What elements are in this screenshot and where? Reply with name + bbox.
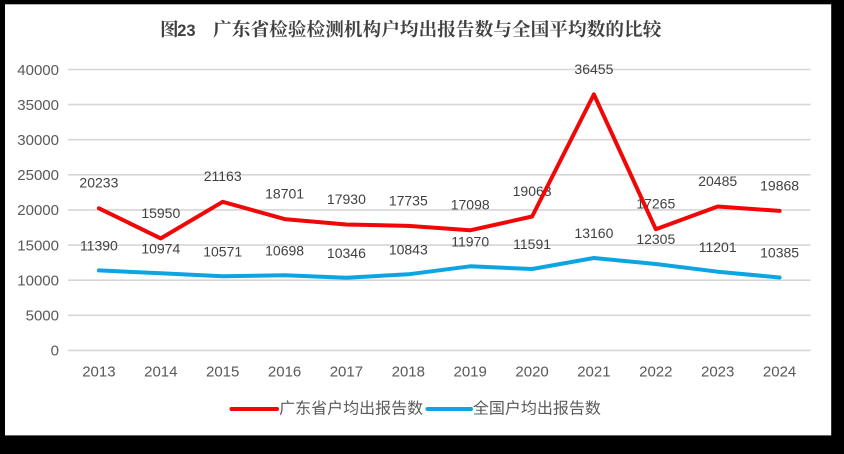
svg-text:2020: 2020 xyxy=(515,363,548,380)
svg-text:10974: 10974 xyxy=(141,241,180,257)
svg-text:11201: 11201 xyxy=(699,239,737,255)
svg-text:13160: 13160 xyxy=(574,225,613,241)
svg-text:10346: 10346 xyxy=(327,245,366,261)
svg-text:36455: 36455 xyxy=(574,61,613,77)
svg-text:23: 23 xyxy=(177,22,195,40)
svg-text:40000: 40000 xyxy=(17,62,59,79)
svg-text:18701: 18701 xyxy=(265,186,304,202)
svg-text:2014: 2014 xyxy=(144,363,177,380)
svg-text:10385: 10385 xyxy=(760,245,799,261)
svg-text:11970: 11970 xyxy=(451,234,489,250)
svg-text:2019: 2019 xyxy=(454,363,487,380)
svg-text:2017: 2017 xyxy=(330,363,363,380)
svg-text:10843: 10843 xyxy=(389,242,428,258)
svg-text:25000: 25000 xyxy=(17,167,59,184)
svg-text:11591: 11591 xyxy=(513,236,551,252)
svg-text:20233: 20233 xyxy=(79,175,118,191)
svg-text:12305: 12305 xyxy=(636,231,675,247)
svg-text:2021: 2021 xyxy=(577,363,610,380)
svg-text:10000: 10000 xyxy=(17,273,59,290)
svg-text:20485: 20485 xyxy=(698,173,737,189)
svg-text:17098: 17098 xyxy=(451,197,490,213)
svg-text:2024: 2024 xyxy=(763,363,796,380)
svg-text:2013: 2013 xyxy=(82,363,115,380)
svg-text:10571: 10571 xyxy=(203,243,242,259)
svg-text:2018: 2018 xyxy=(392,363,425,380)
svg-text:17930: 17930 xyxy=(327,191,366,207)
svg-text:2015: 2015 xyxy=(206,363,239,380)
svg-text:2022: 2022 xyxy=(639,363,672,380)
svg-text:2016: 2016 xyxy=(268,363,301,380)
svg-text:17735: 17735 xyxy=(389,192,428,208)
svg-text:20000: 20000 xyxy=(17,202,59,219)
svg-text:30000: 30000 xyxy=(17,132,59,149)
svg-text:19868: 19868 xyxy=(760,177,799,193)
svg-text:10698: 10698 xyxy=(265,243,304,259)
svg-text:15000: 15000 xyxy=(17,237,59,254)
svg-text:5000: 5000 xyxy=(26,308,59,325)
svg-text:11390: 11390 xyxy=(80,238,118,254)
svg-text:21163: 21163 xyxy=(204,168,242,184)
svg-text:35000: 35000 xyxy=(17,97,59,114)
svg-text:15950: 15950 xyxy=(141,205,180,221)
svg-text:2023: 2023 xyxy=(701,363,734,380)
svg-text:0: 0 xyxy=(51,343,59,360)
